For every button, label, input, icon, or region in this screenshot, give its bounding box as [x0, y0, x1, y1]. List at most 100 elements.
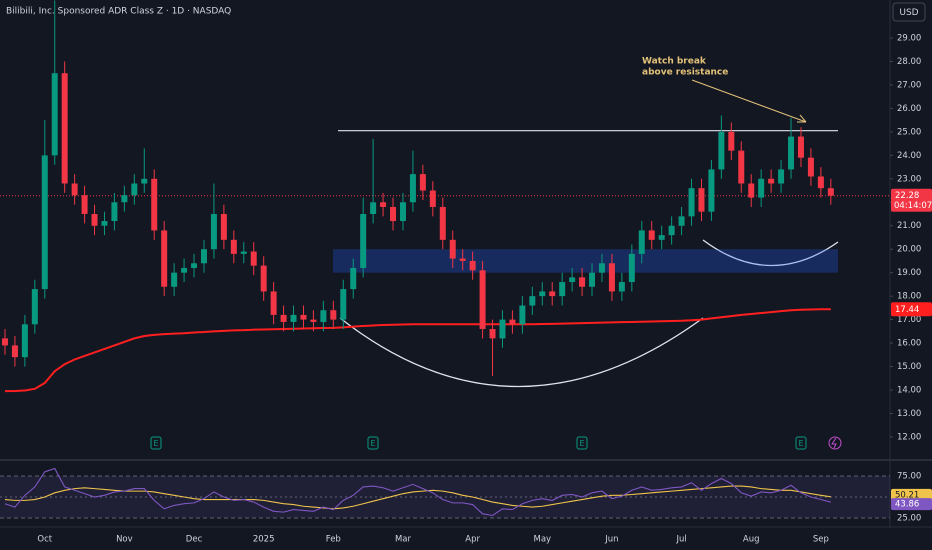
handle-curve: [702, 239, 839, 267]
candle-body: [31, 289, 38, 325]
candle-body: [101, 221, 108, 226]
candle-body: [559, 282, 566, 297]
x-tick-label: Oct: [37, 535, 52, 545]
candle-body: [579, 277, 586, 287]
candle-body: [181, 267, 188, 273]
y-tick-label: 25.00: [897, 127, 921, 137]
candle-body: [738, 150, 745, 184]
chart-title: Bilibili, Inc. Sponsored ADR Class Z · 1…: [6, 7, 231, 17]
candle-body: [270, 291, 277, 315]
candle-body: [191, 263, 198, 268]
candle-body: [290, 314, 297, 322]
candle-body: [638, 230, 645, 254]
currency-label[interactable]: USD: [899, 8, 918, 18]
candle-body: [658, 235, 665, 240]
candle-body: [549, 291, 556, 297]
drawings: [339, 79, 842, 450]
candle-body: [390, 206, 397, 222]
candle-body: [350, 267, 357, 290]
candle-body: [748, 183, 755, 198]
x-tick-label: Feb: [326, 535, 341, 545]
x-tick-label: Sep: [813, 535, 829, 545]
currency-button[interactable]: [892, 2, 926, 22]
candle-body: [260, 265, 267, 292]
candle-body: [628, 253, 635, 283]
annotation: Watch break: [642, 57, 707, 67]
x-tick-label: Nov: [116, 535, 133, 545]
candle-body: [131, 183, 138, 196]
x-tick-label: Aug: [743, 535, 760, 545]
candle-body: [280, 314, 287, 322]
x-tick-label: Jun: [604, 535, 618, 545]
candle-body: [718, 131, 725, 170]
candle-body: [499, 319, 506, 339]
lightning: [831, 437, 837, 449]
candle-body: [827, 188, 834, 196]
rsi-tag-bg: [891, 498, 932, 511]
candle-body: [399, 202, 406, 222]
candle-body: [71, 183, 78, 196]
candle-body: [200, 249, 207, 264]
earnings-icon: [367, 436, 379, 450]
rsi-tick-label: 25.00: [897, 514, 921, 524]
x-tick-label: Mar: [395, 535, 412, 545]
candle-body: [171, 272, 178, 287]
candle-body: [688, 188, 695, 217]
earnings-icon: [150, 436, 162, 450]
y-tick-label: 18.00: [897, 292, 921, 302]
candle-body: [698, 188, 705, 212]
candle-body: [479, 270, 486, 329]
candle-body: [758, 178, 765, 198]
candle-body: [320, 310, 327, 322]
earnings-label: E: [153, 439, 158, 448]
y-tick-label: 14.00: [897, 386, 921, 396]
candle-body: [41, 155, 48, 290]
rsi-tick-label: 75.00: [897, 472, 921, 482]
candle-body: [817, 176, 824, 189]
x-tick-label: 2025: [253, 535, 275, 545]
candle-body: [797, 136, 804, 158]
candle-body: [668, 225, 675, 236]
candle-body: [648, 230, 655, 240]
moving-average: [4, 308, 831, 393]
candle-body: [728, 131, 735, 151]
earnings-label: E: [798, 439, 803, 448]
candle-body: [151, 178, 158, 231]
candle-body: [409, 174, 416, 203]
candle-body: [439, 206, 446, 240]
candle-body: [768, 178, 775, 184]
x-tick-label: Apr: [465, 535, 480, 545]
rsi-ma-tag-bg: [891, 488, 932, 501]
sma-tag: 17.44: [895, 305, 919, 315]
candle-body: [469, 260, 476, 271]
y-tick-label: 17.00: [897, 315, 921, 325]
rsi-ma-line: [4, 485, 831, 510]
y-tick-label: 13.00: [897, 409, 921, 419]
dividend-icon[interactable]: [828, 436, 842, 450]
candle-body: [569, 277, 576, 283]
candle-body: [220, 214, 227, 240]
candle-body: [598, 263, 605, 273]
candle-body: [111, 202, 118, 222]
arrow-head: [797, 114, 807, 123]
y-tick-label: 21.00: [897, 221, 921, 231]
candle-body: [529, 296, 536, 306]
rsi-line: [4, 467, 831, 517]
candle-body: [509, 319, 516, 325]
cup-curve: [339, 317, 704, 387]
y-tick-label: 15.00: [897, 362, 921, 372]
earnings-icon: [576, 436, 588, 450]
candle-body: [240, 251, 247, 254]
x-tick-label: Dec: [186, 535, 203, 545]
y-tick-label: 23.00: [897, 174, 921, 184]
candle-body: [807, 157, 814, 177]
earnings-icon: [795, 436, 807, 450]
last-price-tag-bg: [891, 188, 932, 212]
candle-body: [678, 216, 685, 226]
candle-body: [489, 328, 496, 339]
y-tick-label: 24.00: [897, 151, 921, 161]
x-tick-label: Jul: [675, 535, 686, 545]
candle-body: [429, 190, 436, 207]
